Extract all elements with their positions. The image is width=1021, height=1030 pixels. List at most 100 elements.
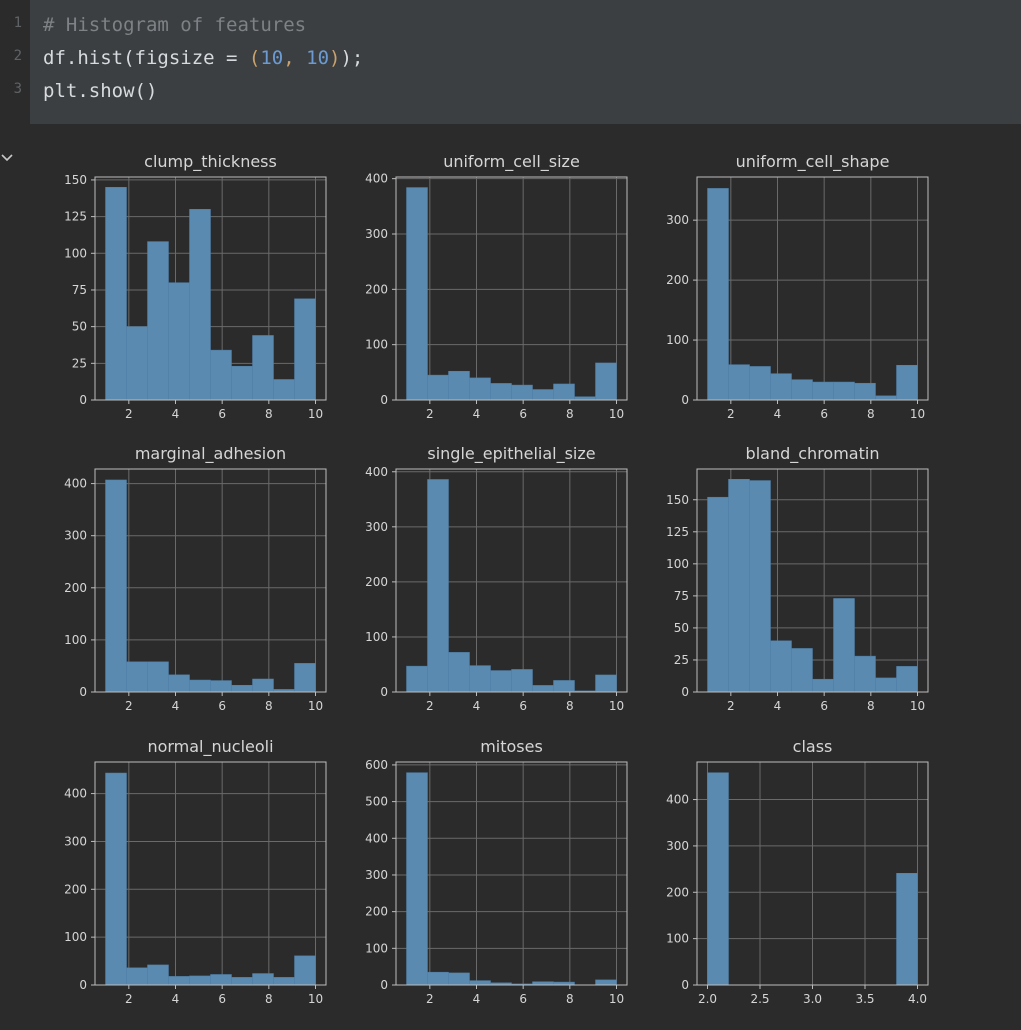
histogram-bar (875, 677, 897, 693)
plot-frame (94, 761, 327, 986)
code-line-1[interactable]: # Histogram of features (43, 14, 306, 36)
plot-frame (696, 176, 929, 401)
y-tick-label: 200 (365, 905, 388, 919)
y-tick-label: 0 (681, 978, 689, 992)
histogram-bar (770, 373, 792, 401)
histogram-bar (147, 241, 169, 401)
histogram-bar (210, 349, 232, 401)
y-tick-label: 400 (365, 465, 388, 479)
code-token: ( (248, 47, 261, 69)
histogram-bar (210, 680, 232, 693)
histogram-bar (875, 395, 897, 401)
plot-frame (94, 176, 327, 401)
code-token: # Histogram of features (43, 14, 307, 36)
histogram-bar (252, 335, 274, 401)
histogram-bar (427, 479, 449, 693)
y-tick-label: 300 (666, 839, 689, 853)
x-tick-label: 4 (774, 407, 782, 421)
x-tick-label: 2 (727, 407, 735, 421)
code-line-3[interactable]: plt.show() (43, 80, 157, 102)
code-token: plt.show() (43, 80, 158, 102)
chart-title: mitoses (480, 737, 543, 756)
histogram-bar (126, 326, 148, 401)
histogram-bar (896, 666, 918, 693)
histogram-bar (273, 379, 295, 401)
x-tick-label: 6 (519, 699, 527, 713)
x-tick-label: 2 (426, 407, 434, 421)
y-tick-label: 400 (365, 172, 388, 186)
histogram-bar (168, 976, 190, 986)
y-tick-label: 75 (72, 283, 87, 297)
histogram-bar (147, 964, 169, 986)
histogram-bar (812, 381, 834, 401)
x-tick-label: 8 (265, 407, 273, 421)
code-token: 10 (260, 47, 284, 69)
code-token: ) (329, 47, 341, 69)
x-tick-label: 2 (125, 992, 133, 1006)
histogram-bar (833, 598, 855, 693)
line-number-gutter: 1 2 3 (0, 0, 30, 124)
y-tick-label: 100 (365, 338, 388, 352)
code-editor[interactable]: # Histogram of features df.hist(figsize … (30, 0, 1021, 124)
y-tick-label: 25 (674, 653, 689, 667)
x-tick-label: 3.5 (855, 992, 874, 1006)
code-cell[interactable]: 1 2 3 # Histogram of features df.hist(fi… (0, 0, 1021, 124)
histogram-bar (294, 663, 316, 693)
plot-frame (696, 468, 929, 693)
x-tick-label: 4 (774, 699, 782, 713)
histogram-bar (707, 496, 729, 693)
code-line-2[interactable]: df.hist(figsize = (10, 10)); (43, 47, 363, 69)
x-tick-label: 10 (910, 699, 925, 713)
histogram-bar (595, 362, 617, 401)
histogram-bar (749, 480, 771, 693)
x-tick-label: 10 (609, 699, 624, 713)
histogram-bar (728, 479, 750, 693)
y-tick-label: 0 (380, 393, 388, 407)
x-tick-label: 6 (519, 992, 527, 1006)
code-token: df.hist(figsize = (43, 47, 249, 69)
x-tick-label: 8 (867, 699, 875, 713)
x-tick-label: 4 (473, 407, 481, 421)
y-tick-label: 150 (64, 173, 87, 187)
y-tick-label: 0 (681, 393, 689, 407)
x-tick-label: 6 (519, 407, 527, 421)
histogram-bar (126, 967, 148, 986)
histogram-bar (406, 665, 428, 693)
x-tick-label: 2.5 (750, 992, 769, 1006)
y-tick-label: 100 (365, 630, 388, 644)
histogram-bar (854, 655, 876, 693)
histogram-bar (189, 679, 211, 693)
histogram-bar (210, 974, 232, 986)
x-tick-label: 10 (609, 992, 624, 1006)
x-tick-label: 4 (473, 699, 481, 713)
x-tick-label: 10 (308, 407, 323, 421)
y-tick-label: 300 (666, 213, 689, 227)
histogram-bar (126, 661, 148, 693)
histogram-bar (553, 383, 575, 401)
histogram-bar (231, 366, 253, 401)
y-tick-label: 150 (666, 493, 689, 507)
histogram-bar (469, 377, 491, 401)
histogram-bar (896, 873, 918, 986)
y-tick-label: 100 (666, 333, 689, 347)
plot-frame (94, 468, 327, 693)
x-tick-label: 8 (265, 699, 273, 713)
histogram-class: 2.0 2.5 3.0 3.5 4.0 0 100 200 300 400 class (666, 737, 929, 1006)
code-token: ); (340, 47, 364, 69)
x-tick-label: 10 (308, 699, 323, 713)
histogram-bar (406, 187, 428, 401)
line-number: 1 (13, 15, 22, 31)
histogram-bar (273, 977, 295, 986)
histogram-bar (294, 298, 316, 401)
code-token: 10 (306, 47, 330, 69)
histogram-bar (189, 209, 211, 401)
x-tick-label: 3.0 (803, 992, 822, 1006)
histogram-bar (511, 384, 533, 401)
chart-title: uniform_cell_size (443, 152, 580, 172)
y-tick-label: 200 (365, 575, 388, 589)
chevron-down-icon[interactable] (0, 150, 14, 164)
x-tick-label: 4.0 (908, 992, 927, 1006)
histogram-bar (511, 669, 533, 693)
y-tick-label: 200 (365, 282, 388, 296)
